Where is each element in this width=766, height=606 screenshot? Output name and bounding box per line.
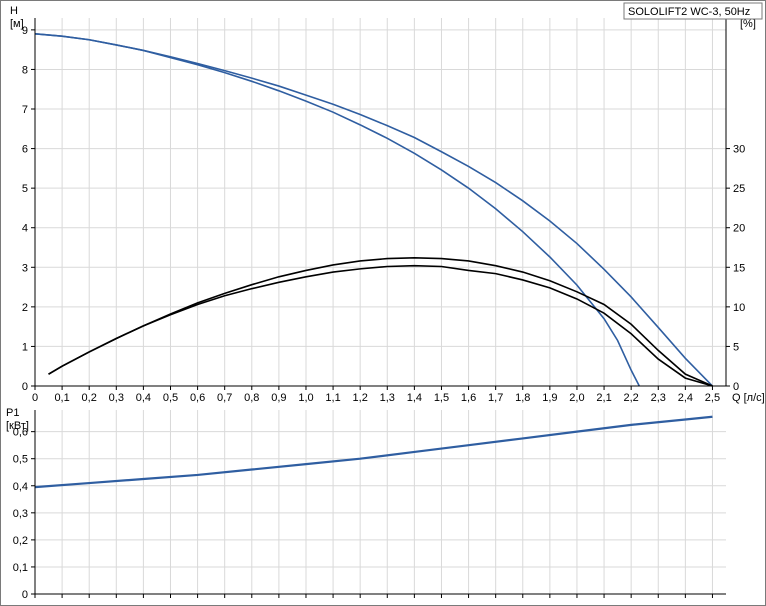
top-left-tick: 4 [22, 223, 28, 235]
eta-curve-2 [49, 258, 713, 386]
P1-curve [35, 417, 712, 487]
x-tick: 1,1 [325, 392, 340, 404]
x-tick: 2,4 [678, 392, 693, 404]
outer-frame [1, 1, 766, 606]
top-left-tick: 1 [22, 341, 28, 353]
bottom-left-tick: 0,2 [13, 535, 28, 547]
bottom-left-axis-label: P1 [6, 407, 19, 419]
top-left-tick: 7 [22, 104, 28, 116]
x-tick: 1,2 [353, 392, 368, 404]
pump-curve-chart: 012345678905101520253000,10,20,30,40,50,… [0, 0, 766, 606]
x-tick: 1,6 [461, 392, 476, 404]
chart-svg: 012345678905101520253000,10,20,30,40,50,… [0, 0, 766, 606]
x-tick: 0,1 [54, 392, 69, 404]
bottom-left-tick: 0,5 [13, 454, 28, 466]
x-tick: 1,9 [542, 392, 557, 404]
top-right-tick: 10 [733, 302, 745, 314]
x-tick: 0 [32, 392, 38, 404]
x-tick: 0,3 [109, 392, 124, 404]
bottom-left-tick: 0,4 [13, 481, 28, 493]
top-right-tick: 5 [733, 341, 739, 353]
x-tick: 1,5 [434, 392, 449, 404]
top-right-tick: 15 [733, 262, 745, 274]
x-tick: 0,7 [217, 392, 232, 404]
x-tick: 2,1 [596, 392, 611, 404]
top-right-tick: 30 [733, 144, 745, 156]
top-right-axis-unit: [%] [740, 18, 756, 30]
top-left-tick: 2 [22, 302, 28, 314]
x-axis-label: Q [л/с] [732, 392, 765, 404]
x-tick: 2,5 [705, 392, 720, 404]
x-tick: 1,4 [407, 392, 422, 404]
H-curve-2 [35, 34, 712, 386]
x-tick: 2,0 [569, 392, 584, 404]
eta-curve-1 [49, 266, 713, 386]
bottom-left-tick: 0,1 [13, 562, 28, 574]
top-left-tick: 5 [22, 183, 28, 195]
x-tick: 2,3 [651, 392, 666, 404]
bottom-left-tick: 0 [22, 589, 28, 601]
H-curve-1 [35, 34, 639, 386]
top-left-tick: 8 [22, 64, 28, 76]
x-tick: 0,4 [136, 392, 151, 404]
top-left-tick: 3 [22, 262, 28, 274]
top-left-tick: 6 [22, 144, 28, 156]
x-tick: 2,2 [624, 392, 639, 404]
x-tick: 0,8 [244, 392, 259, 404]
x-tick: 1,3 [380, 392, 395, 404]
top-right-tick: 25 [733, 183, 745, 195]
title-text: SOLOLIFT2 WC-3, 50Hz [628, 6, 750, 18]
x-tick: 0,2 [82, 392, 97, 404]
x-tick: 0,5 [163, 392, 178, 404]
top-left-axis-label: H [10, 5, 18, 17]
top-left-tick: 0 [22, 381, 28, 393]
x-tick: 1,0 [298, 392, 313, 404]
bottom-left-axis-unit: [кВт] [6, 420, 29, 432]
x-tick: 0,9 [271, 392, 286, 404]
x-tick: 1,7 [488, 392, 503, 404]
bottom-left-tick: 0,3 [13, 508, 28, 520]
top-right-tick: 20 [733, 223, 745, 235]
x-tick: 0,6 [190, 392, 205, 404]
x-tick: 1,8 [515, 392, 530, 404]
top-left-axis-unit: [м] [10, 18, 24, 30]
